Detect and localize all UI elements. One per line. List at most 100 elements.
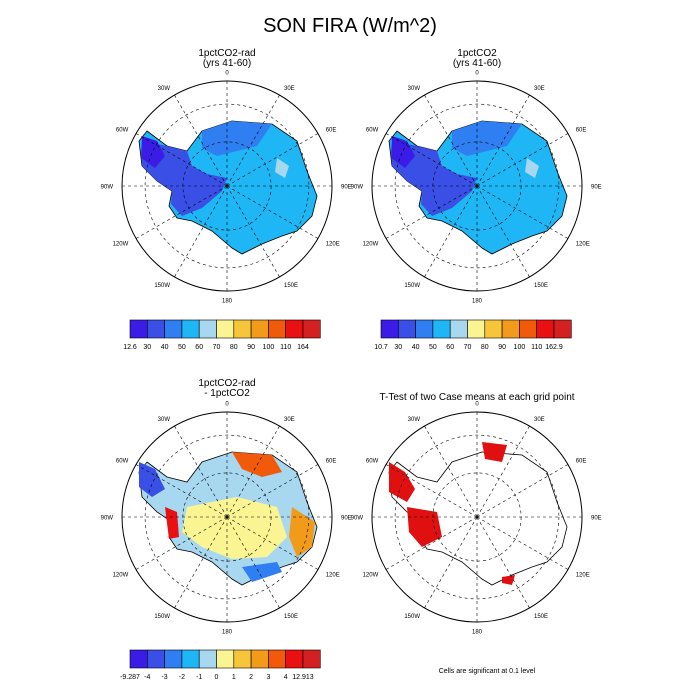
longitude-label: 60W [116,128,129,134]
map-boundary [371,411,583,623]
longitude-label: 120E [576,242,590,248]
longitude-label: 60E [326,128,337,134]
significant-region [502,575,515,585]
panel-subtitle: (yrs 41-60) [453,58,501,69]
significant-region [407,507,442,547]
colorbar-swatch [164,649,183,669]
longitude-label: 180 [222,299,233,305]
longitude-label: 30W [408,417,421,423]
longitude-label: 180 [472,630,483,636]
colorbar-swatch [129,319,148,339]
colorbar-swatch [302,319,321,339]
colorbar-label: -4 [144,674,150,681]
longitude-label: 30W [158,86,171,92]
panel-subtitle: (yrs 41-60) [203,58,251,69]
panel-title: 1pctCO2-rad [198,378,255,389]
colorbar-swatch [397,319,416,339]
longitude-label: 120E [576,573,590,579]
colorbar-swatch [233,319,252,339]
longitude-label: 30W [408,86,421,92]
mid-value-region [452,121,522,156]
map-boundary [121,411,333,623]
colorbar-label: 1 [232,674,236,681]
meridian-line [476,516,530,609]
panel-title: 1pctCO2 [457,48,497,59]
colorbar-swatch [432,319,451,339]
colorbar-swatch [181,649,200,669]
longitude-label: 90E [341,185,352,191]
longitude-label: 30E [284,417,295,423]
colorbar-label: 12.6 [123,344,137,351]
significant-region [482,442,507,462]
colorbar-swatch [268,319,286,339]
longitude-label: 60E [576,459,587,465]
longitude-labels: 0 30E 60E 90E 120E 150E 180 150W 120W 90W 60W 30W [351,71,602,305]
colorbar-label: 60 [195,344,203,351]
panel-t-test: T-Test of two Case means at each grid po… [351,392,602,675]
colorbar-swatch [302,649,321,669]
colorbar-swatch [285,319,304,339]
colorbar-swatch [449,319,468,339]
colorbar-swatch [519,319,538,339]
meridian-line [424,425,478,518]
longitude-label: 150W [404,283,420,289]
map-grid [372,81,582,291]
colorbar-label: 30 [394,344,402,351]
panel-difference: 1pctCO2-rad - 1pctCO2 0 30E 60E 90E 120E 150E… [101,378,352,681]
longitude-labels: 0 30E 60E 90E 120E 150E 180 150W 120W 90W 60W 30W [351,402,602,636]
colorbar-label: 12.913 [292,674,314,681]
colorbar-label: 110 [280,344,291,351]
colorbar: 12.6 30 40 50 60 70 80 90 100 110 164 [123,319,321,351]
colorbar-label: 90 [498,344,506,351]
map-grid [372,412,582,622]
longitude-label: 60W [366,459,379,465]
colorbar-swatch [553,319,572,339]
meridian-line [476,425,530,518]
colorbar-label: 80 [481,344,489,351]
longitude-label: 120E [326,242,340,248]
colorbar-label: -9.287 [120,674,140,681]
positive-center-region [182,497,287,559]
colorbar: -9.287 -4 -3 -2 -1 0 1 2 3 4 12.913 [120,649,321,681]
lowest-value-region [391,136,415,168]
colorbar-swatch [415,319,434,339]
panel-1pctco2: 1pctCO2 (yrs 41-60) 0 30E 60E 90E 120E 150E 18… [351,48,602,351]
colorbar-label: 50 [178,344,186,351]
longitude-label: 60E [326,459,337,465]
longitude-label: 90W [101,516,114,522]
longitude-label: 30E [534,417,545,423]
colorbar-swatch [198,319,217,339]
colorbar-swatch [216,649,235,669]
colorbar-label: 110 [531,344,542,351]
colorbar-swatch [467,319,486,339]
colorbar-label: -1 [196,674,202,681]
colorbar-label: -2 [179,674,185,681]
latitude-circle [144,434,310,600]
longitude-label: 120E [326,573,340,579]
high-value-patch [275,158,289,178]
longitude-label: 150W [404,614,420,620]
positive-east-region [289,507,315,557]
longitude-label: 90E [341,516,352,522]
colorbar-swatch [181,319,200,339]
longitude-label: 90E [591,516,602,522]
colorbar-swatch [250,319,269,339]
longitude-label: 90E [591,185,602,191]
longitude-label: 120W [363,242,379,248]
latitude-circle [394,103,560,269]
peninsula-positive [165,507,179,539]
longitude-label: 0 [225,402,229,408]
colorbar-swatch [536,319,555,339]
colorbar-label: 70 [213,344,221,351]
map-boundary [121,80,333,292]
colorbar-swatch [216,319,235,339]
colorbar-swatch [147,319,165,339]
colorbar-swatch [198,649,217,669]
longitude-label: 0 [475,71,479,77]
figure-title: SON FIRA (W/m^2) [263,15,437,37]
colorbar-label: 100 [263,344,275,351]
colorbar-label: 70 [464,344,472,351]
panel-title: 1pctCO2-rad [198,48,255,59]
footnote: Cells are significant at 0.1 level [439,668,536,675]
